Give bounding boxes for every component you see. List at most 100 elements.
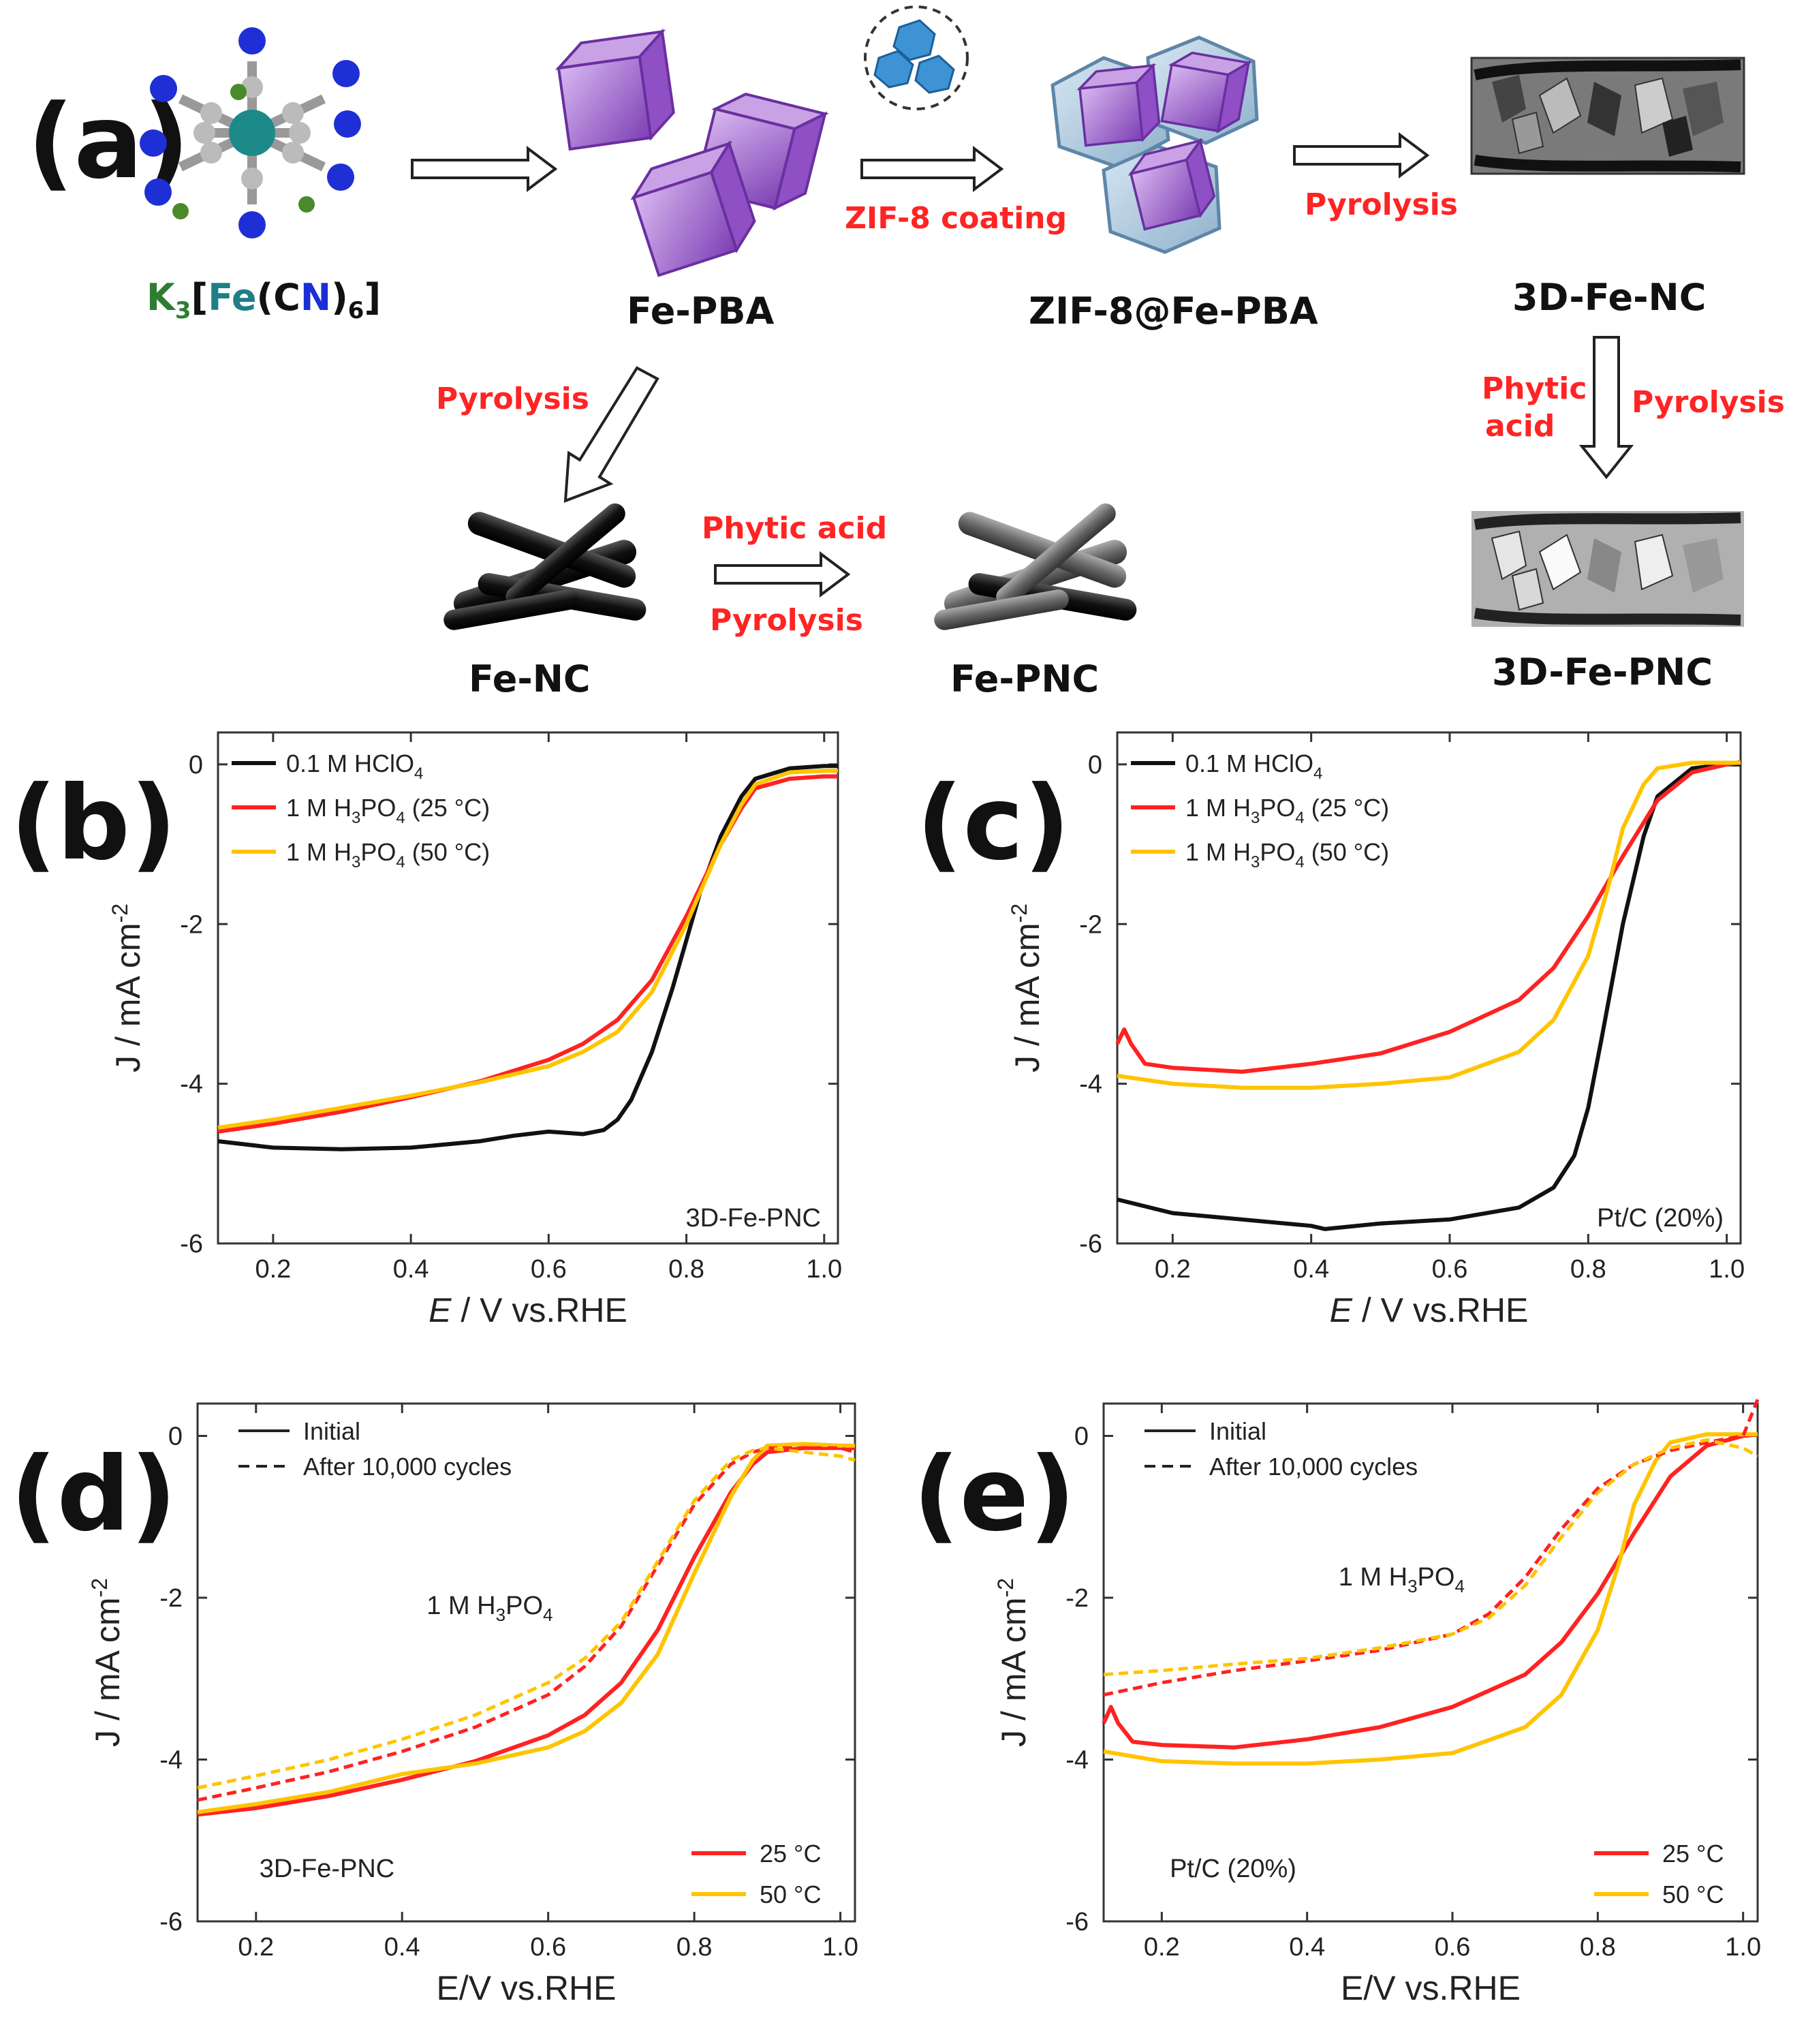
- x-tick-label: 0.4: [384, 1933, 420, 1962]
- y-tick-label: -4: [159, 1746, 183, 1775]
- panel-letter: (e): [913, 1436, 1076, 1554]
- fe3d-pnc-structure-icon: [1472, 511, 1744, 627]
- series-line: [197, 1446, 856, 1790]
- precursor-label: K3[Fe(CN)6]: [146, 276, 381, 324]
- y-tick-label: 0: [1074, 1423, 1089, 1451]
- x-tick-label: 0.4: [1289, 1933, 1325, 1962]
- x-tick-label: 0.6: [1432, 1255, 1468, 1284]
- fe-nc-label: Fe-NC: [469, 657, 591, 700]
- x-tick-label: 0.8: [676, 1933, 713, 1962]
- x-tick-label: 1.0: [1709, 1255, 1745, 1284]
- chart-panel-c: (c) 0.2 0.4 0.6 0.8 1.0 0 -2 -4 -6 E / V vs.RHE J /…: [916, 731, 1745, 1329]
- y-tick-label: -2: [180, 910, 203, 939]
- legend-label: 1 M H3PO4 (25 °C): [1185, 794, 1389, 827]
- x-tick-label: 0.2: [1155, 1255, 1191, 1284]
- phytic-right-label-1: Phytic: [1482, 371, 1587, 406]
- x-tick-label: 0.8: [1570, 1255, 1606, 1284]
- ferricyanide-molecule-icon: [140, 27, 361, 238]
- y-tick-label: -6: [159, 1908, 183, 1936]
- x-tick-label: 0.4: [1293, 1255, 1329, 1284]
- temp-legend-label: 50 °C: [760, 1880, 821, 1908]
- legend-label: Initial: [1209, 1417, 1266, 1445]
- fe-pba-label: Fe-PBA: [627, 290, 774, 332]
- y-axis-title: J / mA cm-2: [1007, 903, 1046, 1072]
- plot-frame: [1102, 1402, 1759, 1923]
- pyrolysis-right-label: Pyrolysis: [1632, 385, 1785, 420]
- arrow-bottom: [714, 551, 851, 598]
- series-line: [1117, 762, 1741, 1231]
- legend-label: 1 M H3PO4 (50 °C): [1185, 838, 1389, 871]
- series-line: [1117, 760, 1741, 1090]
- x-axis-title: E/V vs.RHE: [437, 1969, 617, 2007]
- x-axis-title: E / V vs.RHE: [429, 1291, 627, 1329]
- series-line: [1115, 760, 1741, 1074]
- catalyst-label: 3D-Fe-PNC: [686, 1204, 821, 1233]
- fe3d-pnc-label: 3D-Fe-PNC: [1492, 651, 1713, 694]
- legend-label: 1 M H3PO4 (50 °C): [286, 838, 490, 871]
- panel-letter: (d): [10, 1436, 176, 1554]
- fe-pnc-label: Fe-PNC: [950, 657, 1099, 700]
- pyrolysis-top-label: Pyrolysis: [1305, 187, 1458, 222]
- x-tick-label: 0.8: [668, 1255, 704, 1284]
- temp-legend-label: 25 °C: [1662, 1840, 1724, 1868]
- x-tick-label: 0.2: [1144, 1933, 1180, 1962]
- temp-legend-label: 50 °C: [1662, 1880, 1724, 1908]
- legend-label: 0.1 M HClO4: [1185, 749, 1322, 783]
- y-tick-label: -2: [1065, 1584, 1089, 1613]
- y-axis-title: J / mA cm-2: [993, 1578, 1033, 1747]
- x-tick-label: 1.0: [1725, 1933, 1761, 1962]
- legend-label: Initial: [303, 1417, 360, 1445]
- chart-panel-d: (d) 0.2 0.4 0.6 0.8 1.0 0 -2 -4 -6 E/V vs.RHE J / m…: [10, 1402, 858, 2007]
- series-line: [197, 1446, 856, 1802]
- y-tick-label: -4: [180, 1070, 203, 1099]
- arrow-down-right: [1578, 336, 1634, 480]
- series-line: [1103, 1432, 1758, 1766]
- panel-letter: (b): [10, 764, 176, 883]
- x-tick-label: 0.4: [393, 1255, 429, 1284]
- series-line: [217, 769, 838, 1130]
- y-tick-label: -4: [1065, 1746, 1089, 1775]
- zif8-particles-icon: [864, 5, 969, 110]
- y-tick-label: 0: [189, 751, 203, 779]
- phytic-bottom-label: Phytic acid: [702, 511, 887, 546]
- x-tick-label: 0.2: [238, 1933, 274, 1962]
- fe-pba-cubes-icon: [555, 28, 829, 277]
- y-tick-label: 0: [1088, 751, 1102, 779]
- y-tick-label: -2: [159, 1584, 183, 1613]
- y-tick-label: -6: [1065, 1908, 1089, 1936]
- x-tick-label: 0.6: [1435, 1933, 1471, 1962]
- x-tick-label: 0.6: [531, 1255, 567, 1284]
- plot-frame: [1116, 731, 1742, 1245]
- charts-group: (b) 0.2 0.4 0.6 0.8 1.0 0 -2 -4 -6 E / V vs.RHE J /…: [10, 731, 1761, 2007]
- fe-pnc-rods-icon: [934, 503, 1137, 630]
- y-tick-label: 0: [168, 1423, 183, 1451]
- chart-panel-e: (e) 0.2 0.4 0.6 0.8 1.0 0 -2 -4 -6 E/V vs.RHE J / m…: [913, 1399, 1761, 2007]
- fe-nc-rods-icon: [443, 503, 647, 630]
- arrow-diagonal: [563, 366, 659, 503]
- arrow-pyrolysis-top: [1293, 132, 1430, 179]
- series-line: [1102, 1432, 1758, 1750]
- x-tick-label: 0.8: [1580, 1933, 1616, 1962]
- electrolyte-label: 1 M H3PO4: [1339, 1563, 1465, 1596]
- x-tick-label: 1.0: [806, 1255, 842, 1284]
- arrow-1: [411, 146, 558, 192]
- series-line: [1103, 1399, 1760, 1697]
- y-tick-label: -4: [1079, 1070, 1102, 1099]
- zif8-fe-pba-icon: [1050, 35, 1259, 254]
- chart-panel-b: (b) 0.2 0.4 0.6 0.8 1.0 0 -2 -4 -6 E / V vs.RHE J /…: [10, 731, 842, 1329]
- zif8-fe-pba-label: ZIF-8@Fe-PBA: [1029, 290, 1318, 332]
- y-tick-label: -2: [1079, 910, 1102, 939]
- x-tick-label: 1.0: [822, 1933, 858, 1962]
- phytic-right-label-2: acid: [1485, 409, 1555, 444]
- plot-frame: [217, 731, 839, 1245]
- legend-label: After 10,000 cycles: [1209, 1453, 1418, 1481]
- series-line: [1103, 1438, 1759, 1677]
- temp-legend-label: 25 °C: [760, 1840, 821, 1868]
- pyrolysis-bottom-label: Pyrolysis: [710, 603, 863, 638]
- catalyst-label: Pt/C (20%): [1170, 1855, 1296, 1883]
- series-line: [217, 764, 838, 1151]
- y-axis-title: J / mA cm-2: [87, 1578, 127, 1747]
- fe3d-nc-structure-icon: [1470, 57, 1745, 175]
- y-tick-label: -6: [1079, 1230, 1102, 1258]
- x-axis-title: E/V vs.RHE: [1341, 1969, 1521, 2007]
